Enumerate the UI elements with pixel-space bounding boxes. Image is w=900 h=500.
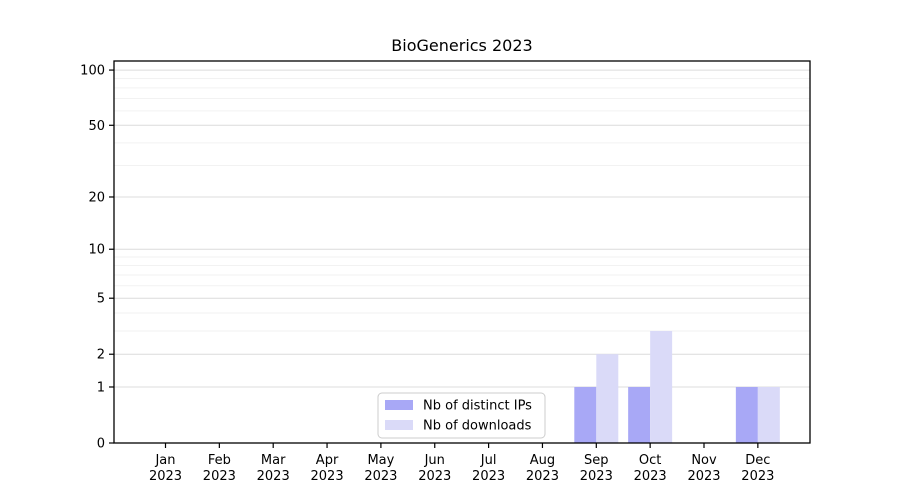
y-tick-label: 10 [88, 243, 105, 258]
chart-title: BioGenerics 2023 [391, 36, 532, 55]
x-tick-label-year: 2023 [634, 469, 667, 484]
legend-label: Nb of downloads [423, 419, 532, 434]
x-tick-label-year: 2023 [257, 469, 290, 484]
x-tick-label-year: 2023 [311, 469, 344, 484]
x-tick-label-month: Dec [745, 453, 770, 468]
legend-label: Nb of distinct IPs [423, 399, 532, 414]
legend-swatch [385, 400, 413, 410]
bar-nb-of-downloads-dec [757, 386, 780, 443]
x-tick-label-year: 2023 [526, 469, 559, 484]
x-tick-label-year: 2023 [203, 469, 236, 484]
bar-nb-of-downloads-sep [596, 354, 619, 443]
x-tick-label-month: Sep [584, 453, 609, 468]
x-tick-label-year: 2023 [418, 469, 451, 484]
y-tick-label: 20 [88, 190, 105, 205]
x-tick-label-month: Nov [691, 453, 717, 468]
x-tick-label-year: 2023 [580, 469, 613, 484]
x-tick-label-year: 2023 [741, 469, 774, 484]
y-tick-label: 5 [97, 292, 105, 307]
x-tick-label-month: May [367, 453, 394, 468]
y-tick-label: 0 [97, 437, 105, 452]
x-tick-label-year: 2023 [687, 469, 720, 484]
x-tick-label-year: 2023 [364, 469, 397, 484]
legend-swatch [385, 420, 413, 430]
y-tick-label: 1 [97, 380, 105, 395]
plot-border [113, 60, 811, 444]
x-tick-label-year: 2023 [149, 469, 182, 484]
bar-nb-of-distinct-ips-dec [735, 386, 758, 443]
x-tick-label-month: Jan [154, 453, 175, 468]
y-tick-label: 2 [97, 348, 105, 363]
bar-nb-of-downloads-oct [650, 330, 673, 443]
x-tick-label-month: Oct [639, 453, 661, 468]
x-tick-label-month: Apr [316, 453, 339, 468]
x-tick-label-month: Feb [208, 453, 231, 468]
y-tick-label: 50 [88, 119, 105, 134]
legend-box [377, 392, 546, 439]
x-tick-label-year: 2023 [472, 469, 505, 484]
x-tick-label-month: Aug [530, 453, 555, 468]
x-tick-label-month: Mar [261, 453, 286, 468]
x-tick-label-month: Jun [424, 453, 445, 468]
bar-nb-of-distinct-ips-sep [574, 386, 597, 443]
y-tick-label: 100 [80, 64, 105, 79]
x-tick-label-month: Jul [480, 453, 497, 468]
bar-nb-of-distinct-ips-oct [628, 386, 651, 443]
